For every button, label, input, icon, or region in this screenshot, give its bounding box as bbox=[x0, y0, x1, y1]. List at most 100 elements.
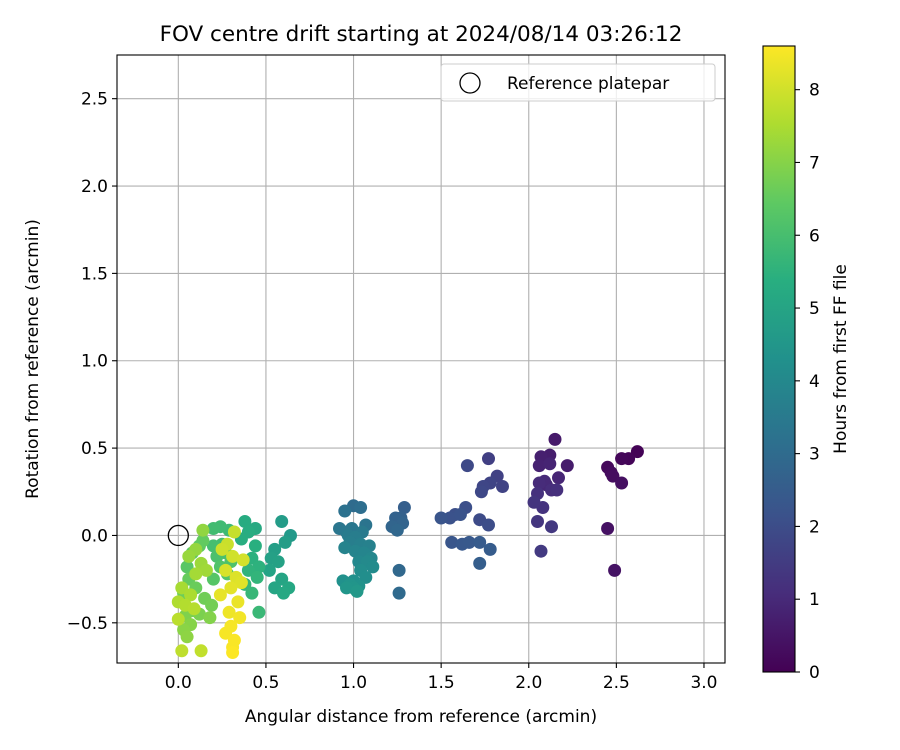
colorbar-tick-label: 3 bbox=[809, 445, 820, 465]
scatter-point bbox=[278, 535, 292, 549]
scatter-point bbox=[238, 515, 252, 528]
legend-entry-label: Reference platepar bbox=[507, 74, 669, 94]
scatter-point bbox=[187, 602, 201, 616]
scatter-points bbox=[171, 432, 644, 659]
scatter-point bbox=[206, 522, 220, 535]
legend-box bbox=[440, 63, 716, 102]
scatter-point bbox=[545, 520, 558, 534]
x-tick-label: 1.0 bbox=[340, 673, 367, 693]
scatter-point bbox=[233, 611, 247, 625]
x-tick-label: 0.0 bbox=[165, 673, 192, 693]
scatter-point bbox=[483, 542, 497, 556]
scatter-point bbox=[397, 501, 411, 514]
scatter-point bbox=[236, 553, 250, 567]
scatter-point bbox=[189, 567, 203, 581]
scatter-point bbox=[226, 646, 240, 659]
scatter-point bbox=[453, 508, 467, 521]
scatter-point bbox=[434, 511, 448, 525]
y-tick-label: 1.0 bbox=[81, 352, 108, 372]
y-tick-label: 2.5 bbox=[81, 90, 108, 110]
scatter-point bbox=[196, 523, 210, 537]
x-axis-ticks: 0.0 0.5 1.0 1.5 2.0 2.5 3.0 bbox=[165, 663, 717, 693]
scatter-point bbox=[231, 595, 245, 609]
scatter-point bbox=[271, 555, 285, 569]
scatter-point bbox=[527, 495, 541, 509]
scatter-point bbox=[392, 563, 406, 577]
scatter-point bbox=[445, 535, 459, 549]
scatter-point bbox=[390, 523, 404, 537]
scatter-point bbox=[482, 518, 495, 532]
scatter-point bbox=[462, 535, 476, 549]
colorbar-ticks: 0 1 2 3 4 5 6 7 8 bbox=[795, 81, 820, 683]
scatter-point bbox=[222, 605, 236, 619]
scatter-point bbox=[338, 504, 352, 518]
scatter-point bbox=[184, 588, 198, 602]
scatter-point bbox=[245, 586, 259, 600]
y-tick-label: 1.5 bbox=[81, 264, 108, 284]
scatter-point bbox=[460, 459, 474, 473]
scatter-point bbox=[215, 542, 229, 556]
scatter-point bbox=[340, 581, 353, 595]
scatter-point bbox=[338, 541, 352, 555]
scatter-point bbox=[608, 563, 622, 577]
scatter-point bbox=[392, 586, 406, 600]
colorbar-tick-label: 8 bbox=[809, 81, 820, 101]
scatter-point bbox=[252, 605, 266, 619]
scatter-point bbox=[275, 572, 289, 586]
scatter-point bbox=[194, 644, 208, 658]
scatter-point bbox=[196, 534, 210, 548]
scatter-point bbox=[205, 598, 219, 612]
colorbar-tick-label: 4 bbox=[809, 372, 820, 392]
scatter-point bbox=[219, 563, 233, 577]
plot-frame bbox=[116, 54, 726, 664]
scatter-point bbox=[615, 452, 629, 466]
scatter-point bbox=[226, 549, 240, 563]
scatter-point bbox=[227, 525, 241, 539]
scatter-point bbox=[473, 535, 487, 549]
scatter-point bbox=[534, 544, 548, 558]
scatter-point bbox=[252, 560, 266, 574]
scatter-point bbox=[366, 560, 380, 574]
scatter-point bbox=[359, 570, 373, 584]
scatter-point bbox=[532, 459, 546, 473]
scatter-point bbox=[560, 459, 574, 473]
scatter-point bbox=[248, 539, 262, 553]
y-tick-label: 0.0 bbox=[81, 526, 108, 546]
scatter-point bbox=[219, 626, 233, 640]
scatter-point bbox=[350, 584, 364, 598]
scatter-point bbox=[548, 432, 562, 446]
scatter-point bbox=[630, 445, 644, 459]
scatter-point bbox=[180, 560, 194, 574]
colorbar-tick-label: 2 bbox=[809, 517, 820, 537]
scatter-point bbox=[606, 469, 620, 483]
colorbar-tick-label: 5 bbox=[809, 299, 820, 319]
scatter-point bbox=[241, 563, 255, 577]
scatter-point bbox=[180, 630, 194, 644]
scatter-point bbox=[250, 570, 264, 584]
x-axis-label: Angular distance from reference (arcmin) bbox=[245, 707, 597, 727]
colorbar-tick-label: 6 bbox=[809, 226, 820, 246]
y-axis-ticks: −0.5 0.0 0.5 1.0 1.5 2.0 2.5 bbox=[67, 90, 117, 634]
scatter-point bbox=[262, 563, 276, 577]
legend: Reference platepar bbox=[440, 63, 716, 102]
y-tick-label: 0.5 bbox=[81, 439, 108, 459]
scatter-point bbox=[532, 476, 546, 490]
scatter-point bbox=[171, 612, 185, 626]
x-tick-label: 3.0 bbox=[690, 673, 717, 693]
scatter-point bbox=[474, 485, 488, 499]
colorbar-gradient bbox=[762, 45, 796, 673]
x-tick-label: 2.5 bbox=[603, 673, 630, 693]
scatter-point bbox=[199, 563, 213, 577]
y-tick-label: −0.5 bbox=[67, 614, 108, 634]
scatter-point bbox=[552, 471, 565, 485]
colorbar: 0 1 2 3 4 5 6 7 8 Hours from first FF file bbox=[762, 45, 851, 683]
scatter-point bbox=[213, 588, 227, 602]
legend-open-circle-marker bbox=[459, 72, 481, 94]
x-tick-label: 2.0 bbox=[515, 673, 542, 693]
scatter-point bbox=[182, 549, 196, 563]
scatter-point bbox=[175, 581, 189, 595]
x-tick-label: 1.5 bbox=[428, 673, 455, 693]
scatter-point bbox=[601, 522, 615, 535]
scatter-point bbox=[234, 576, 248, 590]
